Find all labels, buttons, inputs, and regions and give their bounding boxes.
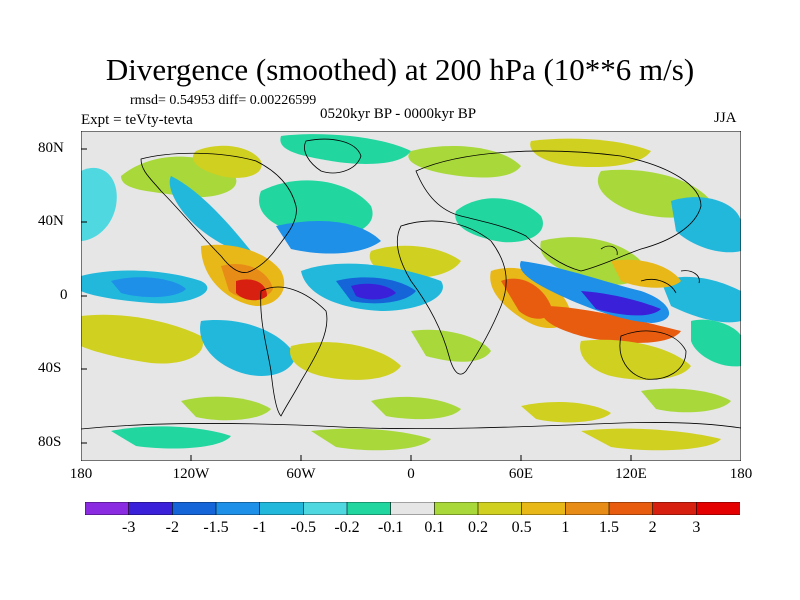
- field-patch: [671, 197, 741, 253]
- colorbar-swatch: [215, 502, 261, 515]
- colorbar-swatch: [565, 502, 610, 515]
- colorbar-swatch: [390, 502, 436, 515]
- colorbar-swatch: [477, 502, 523, 515]
- stats-text: rmsd= 0.54953 diff= 0.00226599: [130, 93, 317, 108]
- colorbar-swatch: [172, 502, 217, 515]
- field-patch: [691, 319, 741, 367]
- colorbar-swatch: [434, 502, 479, 515]
- x-tick-label: 120E: [615, 466, 647, 482]
- field-patch: [581, 291, 661, 316]
- field-patch: [351, 283, 396, 300]
- colorbar-label: -3: [121, 519, 136, 536]
- coastline-north-america: [140, 152, 297, 273]
- colorbar-swatch: [85, 502, 130, 515]
- x-tick-label: 180: [69, 466, 93, 482]
- field-patch: [455, 198, 543, 243]
- field-patch: [541, 306, 681, 343]
- field-patch: [371, 396, 461, 420]
- coastline-africa: [397, 220, 507, 375]
- y-tick-label: 80N: [38, 140, 64, 156]
- colorbar-swatch: [259, 502, 305, 515]
- field-patch: [169, 176, 251, 252]
- colorbar-swatch: [696, 502, 740, 515]
- colorbar-swatch: [652, 502, 698, 515]
- x-tick-label: 120W: [172, 466, 210, 482]
- field-patch: [311, 428, 431, 451]
- field-patch: [661, 276, 741, 323]
- field-patch: [501, 278, 552, 319]
- coastline-south-america: [260, 286, 328, 417]
- field-patch: [408, 146, 521, 178]
- colorbar-label: 3: [692, 519, 701, 536]
- colorbar-swatch: [346, 502, 392, 515]
- field-patch: [111, 277, 186, 298]
- field-patch: [581, 428, 721, 451]
- colorbar-label: 1: [561, 519, 570, 536]
- coastline-greenland: [304, 138, 362, 174]
- y-tick-label: 40S: [38, 360, 62, 376]
- colorbar-label: 0.1: [424, 519, 445, 536]
- y-tick-label: 0: [60, 287, 68, 303]
- field-patch: [259, 180, 373, 238]
- axis-ticks: [81, 148, 632, 461]
- colorbar-swatch: [521, 502, 567, 515]
- x-tick-label: 0: [407, 466, 415, 482]
- colorbar-label: -1: [252, 519, 267, 536]
- field-patch: [200, 320, 296, 376]
- field-patch: [236, 279, 267, 301]
- field-patch: [181, 396, 271, 421]
- colorbar-label: -0.5: [290, 519, 316, 536]
- season-label: JJA: [714, 110, 737, 126]
- colorbar-swatch: [608, 502, 654, 515]
- colorbar-label: -2: [165, 519, 179, 536]
- coastline-eurasia: [415, 150, 702, 272]
- field-patch: [280, 134, 411, 164]
- coastline-australia: [619, 330, 687, 380]
- colorbar-label: 0.2: [468, 519, 488, 536]
- colorbar-label: -0.1: [377, 519, 404, 536]
- field-patch: [111, 426, 231, 449]
- experiment-label: Expt = teVty-tevta: [81, 112, 193, 128]
- field-patch: [81, 314, 203, 364]
- colorbar-label: 1.5: [599, 519, 619, 536]
- field-patch: [580, 339, 691, 380]
- map-title: Divergence (smoothed) at 200 hPa (10**6 …: [105, 52, 695, 87]
- field-patch: [81, 167, 117, 241]
- coastline-antarctica: [81, 422, 741, 430]
- field-patch: [611, 259, 681, 288]
- y-tick-label: 40N: [38, 213, 64, 229]
- colorbar-label: 0.5: [511, 519, 532, 536]
- field-patch: [276, 221, 381, 254]
- period-label: 0520kyr BP - 0000kyr BP: [320, 106, 477, 122]
- colorbar-label: 2: [648, 519, 657, 536]
- colorbar-label: -1.5: [203, 519, 229, 536]
- field-patch: [641, 388, 731, 413]
- coastlines: [81, 138, 741, 430]
- field-patch: [521, 401, 611, 423]
- colorbar-label: -0.2: [334, 519, 360, 536]
- x-tick-label: 180: [729, 466, 753, 482]
- x-tick-label: 60W: [286, 466, 316, 482]
- colorbar: [85, 502, 740, 515]
- divergence-map: [81, 131, 741, 461]
- x-tick-label: 60E: [508, 466, 534, 482]
- y-tick-label: 80S: [38, 434, 62, 450]
- colorbar-swatch: [303, 502, 348, 515]
- colorbar-swatch: [128, 502, 174, 515]
- coastline-islands: [600, 245, 700, 294]
- field-patch: [411, 329, 491, 362]
